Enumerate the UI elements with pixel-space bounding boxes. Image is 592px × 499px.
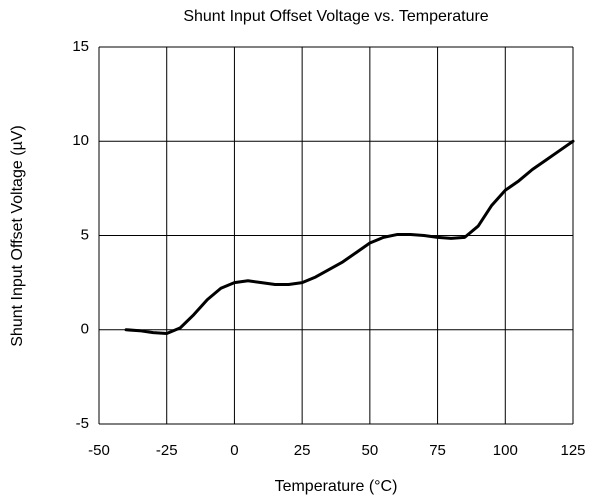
x-tick-label: 75 bbox=[429, 442, 446, 459]
data-line bbox=[124, 139, 575, 336]
chart-title: Shunt Input Offset Voltage vs. Temperatu… bbox=[183, 8, 488, 25]
y-tick-label: -5 bbox=[76, 415, 89, 432]
x-axis-title: Temperature (°C) bbox=[275, 478, 398, 495]
x-tick-label: 25 bbox=[294, 442, 311, 459]
x-tick-label: 50 bbox=[362, 442, 379, 459]
y-tick-label: 10 bbox=[72, 132, 89, 149]
y-tick-label: 15 bbox=[72, 38, 89, 55]
x-tick-label: 125 bbox=[560, 442, 585, 459]
x-tick-label: -25 bbox=[156, 442, 178, 459]
y-tick-label: 0 bbox=[81, 321, 89, 338]
y-axis-title: Shunt Input Offset Voltage (µV) bbox=[9, 125, 26, 347]
x-tick-label: -50 bbox=[88, 442, 110, 459]
x-tick-label: 0 bbox=[230, 442, 238, 459]
x-tick-label: 100 bbox=[493, 442, 518, 459]
y-tick-label: 5 bbox=[81, 226, 89, 243]
